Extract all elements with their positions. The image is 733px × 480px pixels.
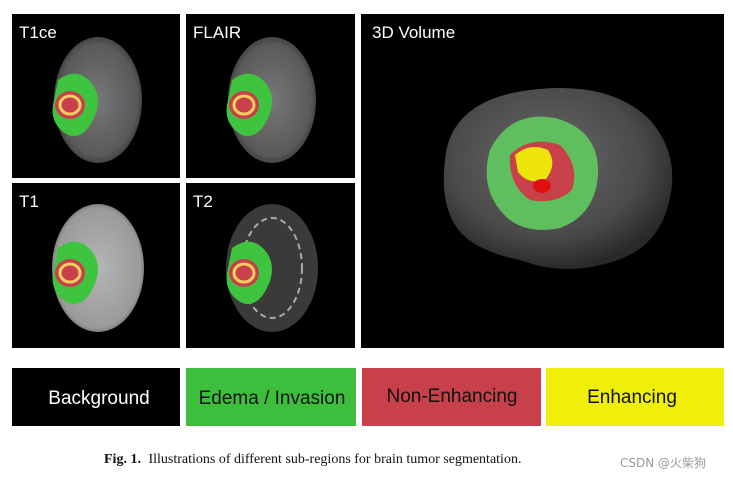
brain-slice (51, 37, 142, 163)
legend-swatch (546, 368, 724, 426)
panel-label: T1ce (19, 23, 57, 42)
panel-label: T2 (193, 192, 213, 211)
panel-label: 3D Volume (372, 23, 455, 42)
panel-label: FLAIR (193, 23, 241, 42)
brain-slice (225, 204, 318, 332)
legend-swatch (362, 368, 541, 426)
legend-label: Edema / Invasion (199, 388, 346, 409)
caption: Fig. 1. Illustrations of different sub-r… (104, 452, 521, 467)
legend-label: Background (48, 388, 149, 409)
legend-swatch (12, 368, 180, 426)
legend-label: Enhancing (587, 387, 677, 408)
brain-volume (443, 88, 673, 269)
caption-label: Fig. 1. (104, 452, 141, 467)
brain-slice (51, 204, 144, 332)
caption-text: Illustrations of different sub-regions f… (148, 452, 521, 467)
legend-swatch (186, 368, 356, 426)
brain-slice (225, 37, 316, 163)
panel-label: T1 (19, 192, 39, 211)
legend-label: Non-Enhancing (387, 386, 518, 407)
watermark: CSDN @火柴狗 (620, 456, 706, 470)
